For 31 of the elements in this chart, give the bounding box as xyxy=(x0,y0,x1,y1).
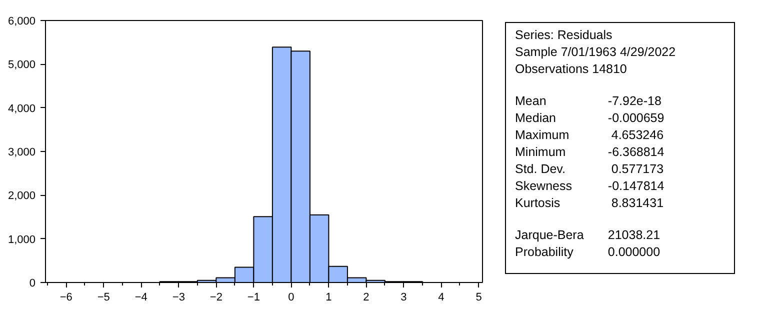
text: Kurtosis 8.831431 xyxy=(515,196,664,210)
text: Std. Dev. 0.577173 xyxy=(515,162,664,176)
x-tick-label: 2 xyxy=(363,292,370,304)
text: Jarque-Bera 21038.21 xyxy=(515,228,660,242)
text: Minimum -6.368814 xyxy=(515,145,664,159)
y-tick-label: 0 xyxy=(29,278,36,290)
x-tick-label: −4 xyxy=(134,292,148,304)
y-tick-label: 4,000 xyxy=(8,102,36,115)
text: Skewness -0.147814 xyxy=(515,179,664,193)
x-tick-label: −5 xyxy=(97,292,110,304)
x-tick-label: 0 xyxy=(288,292,294,304)
text: Mean -7.92e-18 xyxy=(515,94,662,108)
x-tick-label: 4 xyxy=(438,292,444,304)
y-tick-label: 1,000 xyxy=(8,234,36,246)
x-tick-label: 1 xyxy=(326,292,332,304)
y-tick-label: 5,000 xyxy=(8,59,36,72)
text: Sample 7/01/1963 4/29/2022 xyxy=(514,44,677,61)
y-tick-label: 3,000 xyxy=(8,146,36,158)
x-tick-label: −1 xyxy=(247,292,260,304)
text: Observations 14810 xyxy=(514,61,628,78)
text: Series: Residuals xyxy=(514,27,614,44)
x-tick-label: −6 xyxy=(60,292,72,304)
y-tick-label: 6,000 xyxy=(8,16,36,28)
text: Median -0.000659 xyxy=(515,111,664,125)
x-tick-label: −2 xyxy=(210,292,222,304)
x-tick-label: 3 xyxy=(400,292,407,304)
text: Probability 0.000000 xyxy=(515,245,660,259)
x-tick-label: 5 xyxy=(476,292,482,304)
x-tick-label: −3 xyxy=(172,292,185,304)
text: Maximum 4.653246 xyxy=(515,128,664,142)
y-tick-label: 2,000 xyxy=(8,190,36,202)
